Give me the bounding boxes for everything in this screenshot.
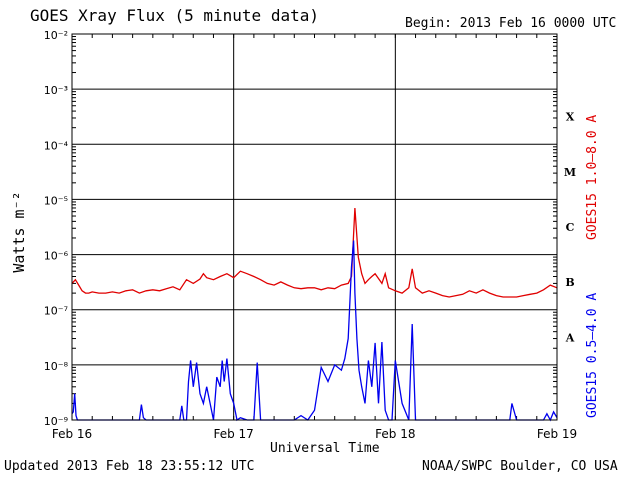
series-label-short: GOES15 0.5–4.0 A — [585, 292, 600, 418]
y-tick-label: 10⁻⁵ — [44, 194, 68, 207]
flare-class-labels: A B C M X — [564, 111, 576, 345]
flare-class-label: M — [564, 166, 576, 179]
begin-time: Begin: 2013 Feb 16 0000 UTC — [405, 16, 617, 31]
updated-timestamp: Updated 2013 Feb 18 23:55:12 UTC — [4, 459, 255, 474]
x-tick-label: Feb 16 — [52, 427, 92, 441]
x-tick-labels: Feb 16 Feb 17 Feb 18 Feb 19 — [52, 427, 577, 441]
x-tick-label: Feb 18 — [375, 427, 415, 441]
plot-frame — [71, 33, 558, 421]
data-series — [71, 207, 558, 422]
y-tick-labels: 10⁻⁹ 10⁻⁸ 10⁻⁷ 10⁻⁶ 10⁻⁵ 10⁻⁴ 10⁻³ 10⁻² — [44, 29, 69, 428]
y-tick-label: 10⁻⁴ — [44, 139, 69, 152]
y-tick-label: 10⁻⁶ — [44, 250, 69, 263]
flare-class-label: C — [566, 221, 575, 234]
credit-text: NOAA/SWPC Boulder, CO USA — [422, 459, 618, 474]
y-tick-label: 10⁻⁷ — [44, 305, 68, 318]
series-label-long: GOES15 1.0–8.0 A — [585, 114, 600, 240]
flare-class-label: A — [565, 331, 575, 344]
series-line-long — [71, 207, 558, 298]
flare-class-label: B — [565, 276, 574, 289]
plot-grid — [71, 33, 558, 421]
flare-class-label: X — [566, 111, 575, 124]
x-tick-label: Feb 17 — [213, 427, 253, 441]
y-tick-label: 10⁻⁸ — [44, 360, 69, 373]
x-axis-label: Universal Time — [270, 441, 380, 456]
y-tick-label: 10⁻⁹ — [44, 415, 68, 428]
y-tick-label: 10⁻² — [44, 29, 68, 42]
chart-title: GOES Xray Flux (5 minute data) — [30, 6, 319, 25]
series-line-short — [71, 240, 558, 422]
y-tick-label: 10⁻³ — [44, 84, 68, 97]
x-tick-label: Feb 19 — [537, 427, 577, 441]
